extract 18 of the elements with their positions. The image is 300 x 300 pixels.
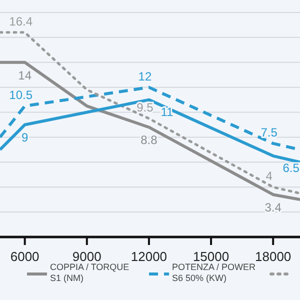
x-tick-label: 9000 bbox=[72, 249, 102, 264]
data-label: 10.5 bbox=[9, 88, 33, 102]
data-label: 9 bbox=[21, 130, 28, 145]
data-label: 6.5 bbox=[282, 160, 300, 175]
x-tick-label: 15000 bbox=[192, 249, 230, 264]
data-label: 16.4 bbox=[9, 14, 33, 28]
data-label: 7.5 bbox=[260, 125, 278, 140]
x-tick-label: 18000 bbox=[255, 249, 292, 264]
data-label: 12 bbox=[138, 69, 152, 84]
data-label: 3.4 bbox=[264, 200, 282, 215]
data-label: 4 bbox=[266, 169, 273, 184]
x-tick-label: 12000 bbox=[130, 249, 168, 264]
x-tick-label: 6000 bbox=[10, 249, 40, 264]
data-label: 14 bbox=[18, 68, 32, 82]
legend-label: COPPIA / TORQUE S1 (NM) bbox=[50, 262, 130, 283]
data-label: 8.8 bbox=[140, 133, 158, 148]
legend-label: POTENZA / POWER S6 50% (KW) bbox=[172, 262, 256, 283]
data-label: 9.5 bbox=[136, 100, 154, 114]
